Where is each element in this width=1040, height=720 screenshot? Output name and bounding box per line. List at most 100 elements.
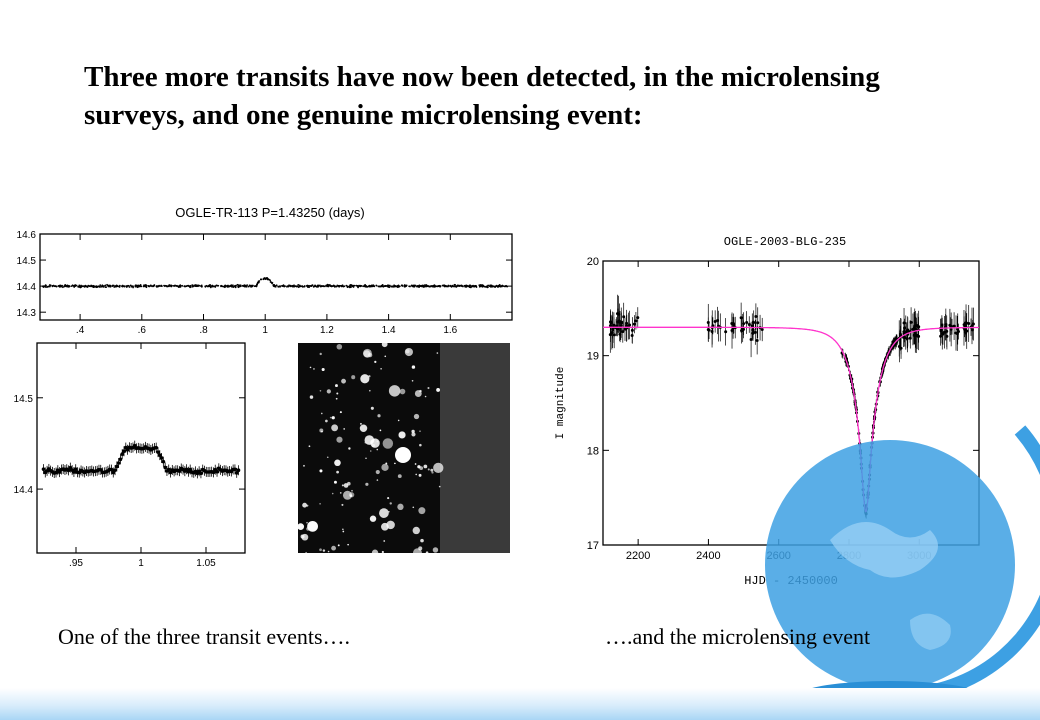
data-point [943,330,947,334]
data-point [147,285,150,287]
data-point [236,468,241,472]
data-point [233,467,237,472]
data-point [118,457,123,462]
star [335,397,338,400]
data-point [317,285,319,287]
x-tick-label: .6 [138,325,147,335]
star [383,540,386,542]
star [326,389,331,394]
data-point [234,471,239,475]
star [376,479,379,481]
star [419,443,422,447]
data-point [244,285,246,288]
star [388,385,401,397]
data-point [751,328,755,332]
data-point [137,284,140,287]
x-tick-label: .4 [76,325,85,335]
y-axis-label: I magnitude [555,367,567,440]
star [319,502,321,505]
star [431,471,434,474]
data-point [195,284,198,287]
star [300,534,305,539]
x-tick-label: 2200 [626,550,650,562]
data-point [184,467,189,472]
data-point [99,284,102,287]
star [369,450,372,452]
data-point [912,333,916,337]
data-point [625,321,629,325]
data-point [262,278,265,281]
data-point [387,285,389,288]
data-point [914,333,918,337]
star [379,508,389,518]
star [373,438,375,441]
data-point [43,285,46,288]
data-point [445,285,448,288]
data-point [464,284,467,287]
data-point [184,285,186,288]
data-point [211,285,214,288]
star [376,440,379,443]
data-point [204,285,207,288]
data-point [191,284,194,287]
data-point [41,467,46,471]
data-point [636,316,640,320]
data-point [414,284,417,287]
x-tick-label: 1 [262,325,268,335]
data-point [356,285,359,287]
data-point [375,284,378,287]
data-point [211,470,216,475]
data-point [478,285,481,288]
star [381,343,388,348]
data-point [73,284,76,287]
star [432,547,439,553]
data-point [188,467,192,472]
star [364,441,367,444]
data-point [408,285,411,288]
star [298,523,305,531]
star [339,411,342,414]
data-point [126,285,128,288]
data-point [622,315,626,319]
data-point [955,331,959,335]
globe-decoration [765,425,1040,709]
x-tick-label: 1.6 [443,325,457,335]
star [374,360,377,364]
star [363,350,371,358]
star [341,503,344,506]
data-point [113,468,117,472]
data-point [908,336,912,340]
data-point [749,337,753,341]
data-point [258,280,261,282]
data-point [634,319,638,323]
y-tick-label: 14.4 [17,282,37,293]
star [309,366,312,369]
star [307,520,318,532]
star [319,389,322,392]
model-curve [603,326,979,513]
data-point [967,321,971,325]
star [412,526,420,535]
data-point [62,286,64,289]
data-point [134,284,137,287]
data-point [391,285,393,288]
star [414,390,422,397]
star [331,545,336,551]
data-point [166,467,171,472]
star [394,462,396,465]
data-point [433,285,436,287]
y-tick-label: 14.6 [17,230,37,241]
star [349,492,355,498]
data-point [754,315,758,319]
star [379,429,382,432]
data-point [504,285,507,287]
star [381,550,384,553]
star [331,492,334,495]
data-point [64,285,67,288]
data-point [964,331,968,335]
star [436,352,439,354]
data-point [618,320,622,324]
data-point [98,468,103,472]
data-point [368,285,371,288]
data-point [439,285,441,287]
